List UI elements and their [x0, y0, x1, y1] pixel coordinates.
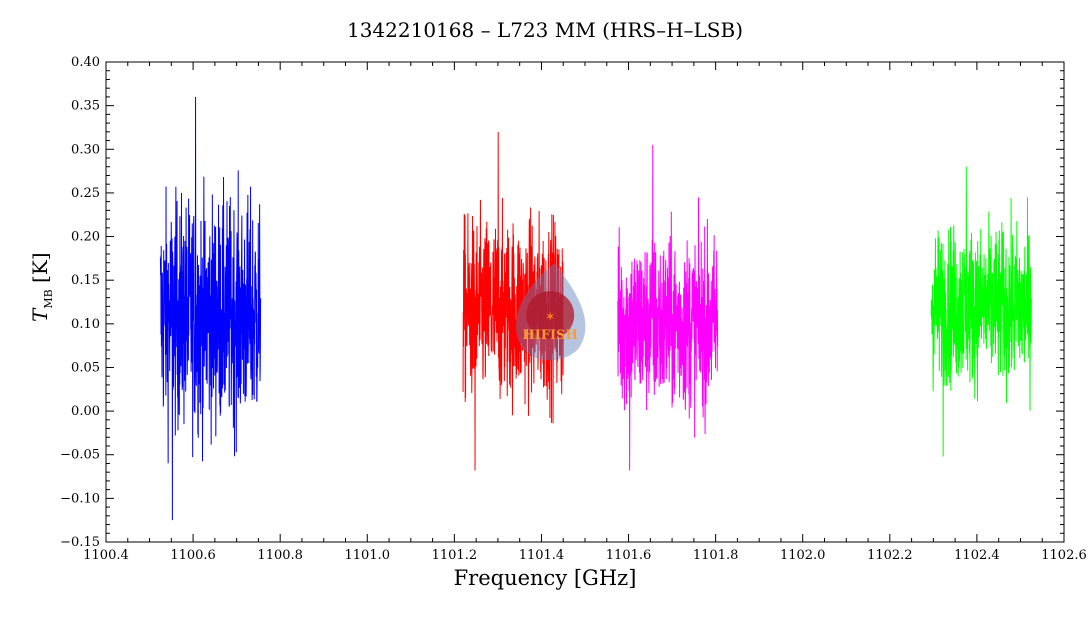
- watermark-star: ✶: [545, 310, 556, 325]
- x-tick-label: 1101.4: [519, 548, 565, 563]
- x-tick-label: 1100.4: [83, 548, 129, 563]
- watermark-core: [526, 291, 575, 340]
- y-tick-label: 0.25: [71, 186, 100, 201]
- y-tick-label: 0.40: [71, 55, 100, 70]
- x-tick-label: 1100.6: [170, 548, 216, 563]
- x-tick-label: 1100.8: [257, 548, 303, 563]
- x-tick-label: 1102.2: [867, 548, 913, 563]
- x-tick-label: 1101.6: [606, 548, 652, 563]
- spectrum-series-1: [159, 96, 262, 521]
- y-tick-label: 0.20: [71, 230, 100, 245]
- y-tick-label: −0.15: [60, 535, 100, 550]
- y-axis-symbol: T: [28, 308, 52, 322]
- y-tick-label: 0.00: [71, 404, 100, 419]
- y-tick-label: 0.15: [71, 273, 100, 288]
- x-tick-label: 1101.0: [345, 548, 391, 563]
- spectrum-series-3: [617, 144, 719, 471]
- y-axis-label: TMB [K]: [28, 252, 55, 322]
- y-tick-label: −0.05: [60, 448, 100, 463]
- y-tick-label: 0.05: [71, 360, 100, 375]
- x-tick-label: 1101.2: [432, 548, 478, 563]
- x-tick-label: 1102.4: [954, 548, 1000, 563]
- x-tick-label: 1101.8: [693, 548, 739, 563]
- y-tick-label: 0.10: [71, 317, 100, 332]
- x-axis-label: Frequency [GHz]: [453, 566, 637, 590]
- y-axis-subscript: MB: [42, 289, 55, 309]
- watermark-text: HIFISH: [522, 328, 577, 343]
- x-tick-label: 1102.6: [1041, 548, 1087, 563]
- axis-ticks: 1100.4 1100.6 1100.8 1101.0 1101.2 1101.4 1101…: [60, 55, 1087, 563]
- y-tick-label: 0.35: [71, 99, 100, 114]
- y-tick-label: −0.10: [60, 491, 100, 506]
- spectrum-series-4: [930, 166, 1032, 457]
- series-group: [159, 96, 1032, 521]
- chart-title: 1342210168 – L723 MM (HRS–H–LSB): [346, 18, 743, 42]
- x-tick-label: 1102.0: [780, 548, 826, 563]
- y-tick-label: 0.30: [71, 142, 100, 157]
- y-axis-unit: [K]: [28, 252, 52, 283]
- hifish-watermark: ✶ HIFISH: [516, 263, 586, 361]
